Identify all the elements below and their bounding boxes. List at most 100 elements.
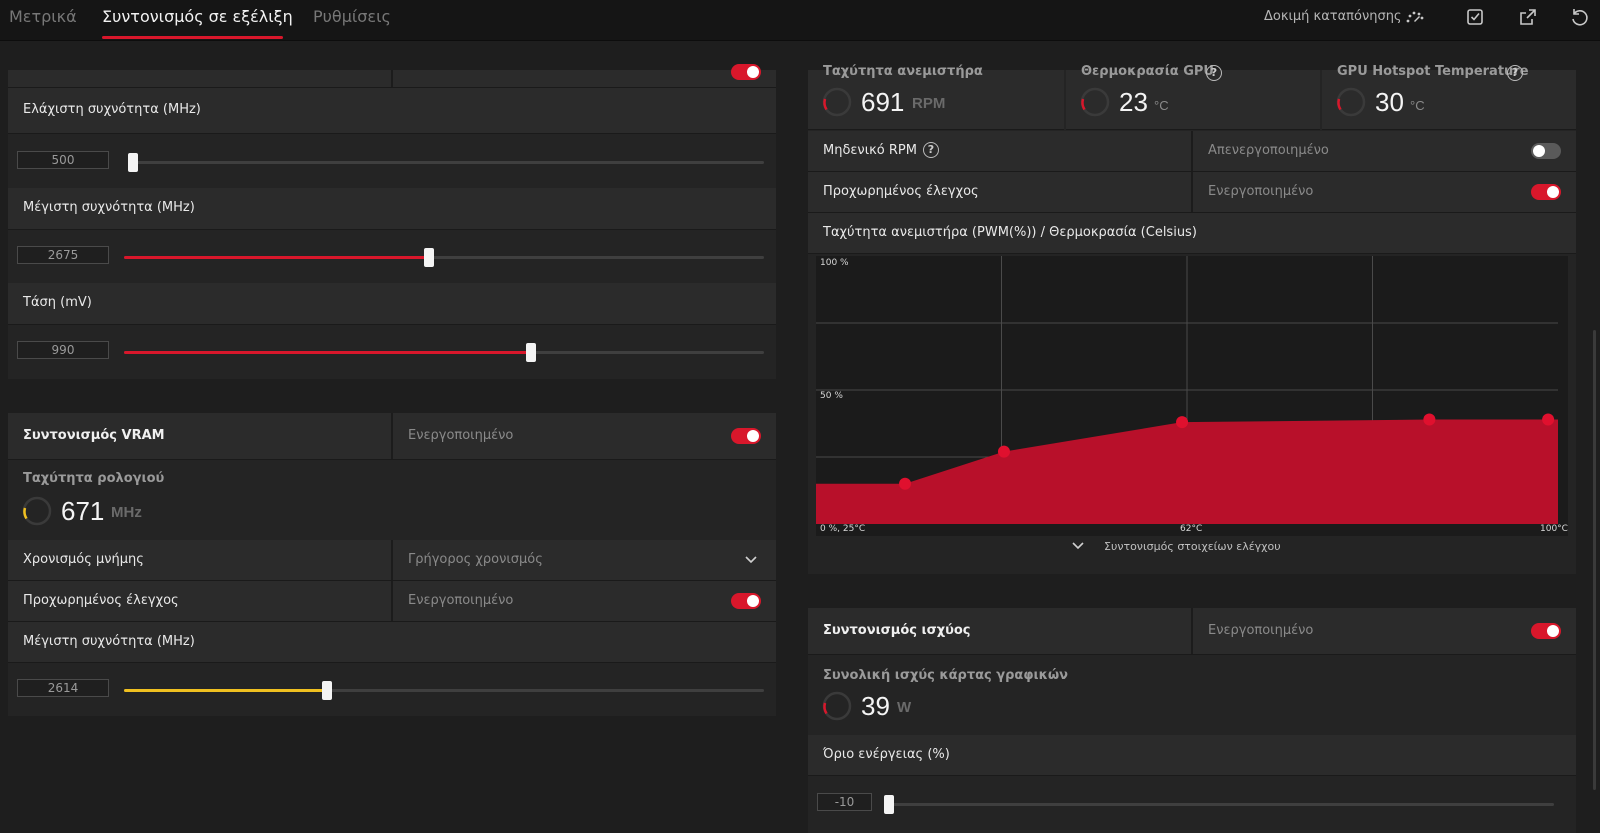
fan-curve-point[interactable] xyxy=(997,445,1010,458)
vram-max-freq-fill xyxy=(124,689,326,692)
fan-speed-card: Ταχύτητα ανεμιστήρα 691 RPM xyxy=(808,64,1064,130)
power-limit-input[interactable]: -10 xyxy=(817,793,872,811)
scrollbar[interactable] xyxy=(1593,330,1596,790)
max-freq-thumb[interactable] xyxy=(424,248,434,267)
fan-curve-chart[interactable]: 100 % 50 % 0 %, 25°C 62°C 100°C xyxy=(816,256,1568,536)
vram-toggle[interactable] xyxy=(731,428,761,444)
row-divider xyxy=(391,540,393,580)
chevron-down-icon[interactable] xyxy=(1070,538,1086,554)
tab-metrics[interactable]: Μετρικά xyxy=(9,7,77,26)
help-icon[interactable]: ? xyxy=(1206,65,1222,81)
vram-clock-value: 671 xyxy=(61,496,105,526)
voltage-label: Τάση (mV) xyxy=(23,295,92,310)
power-state: Ενεργοποιημένο xyxy=(1208,623,1314,638)
apply-icon[interactable] xyxy=(1464,6,1486,28)
min-freq-thumb[interactable] xyxy=(128,153,138,172)
gpu-temp-unit: °C xyxy=(1154,98,1169,113)
vram-clock-label: Ταχύτητα ρολογιού xyxy=(23,471,165,486)
vram-max-freq-label: Μέγιστη συχνότητα (MHz) xyxy=(23,634,195,649)
vram-title: Συντονισμός VRAM xyxy=(23,428,165,443)
vram-max-freq-header: Μέγιστη συχνότητα (MHz) xyxy=(8,622,776,663)
y-tick-label: 100 % xyxy=(820,258,849,268)
row-divider xyxy=(391,581,393,621)
zero-rpm-label: Μηδενικό RPM xyxy=(823,143,917,158)
max-freq-header: Μέγιστη συχνότητα (MHz) xyxy=(8,188,776,230)
export-icon[interactable] xyxy=(1517,6,1539,28)
vram-max-freq-slider[interactable] xyxy=(124,681,764,700)
stress-test-label[interactable]: Δοκιμή καταπόνησης xyxy=(1264,9,1402,24)
vram-advanced-toggle[interactable] xyxy=(731,593,761,609)
fan-speed-unit: RPM xyxy=(912,95,946,112)
fan-curve-point[interactable] xyxy=(899,477,912,490)
help-icon[interactable]: ? xyxy=(1507,65,1523,81)
gpu-tuning-panel: Ελάχιστη συχνότητα (MHz) 500 Μέγιστη συχ… xyxy=(8,64,776,379)
fan-curve-area xyxy=(816,419,1558,524)
hotspot-temp-value: 30 xyxy=(1375,87,1404,117)
gpu-temp-card: Θερμοκρασία GPU ? 23 °C xyxy=(1066,64,1320,130)
row-divider xyxy=(1191,608,1193,654)
memory-timing-value[interactable]: Γρήγορος χρονισμός xyxy=(408,552,543,567)
total-power-gauge-icon xyxy=(821,690,853,722)
voltage-thumb[interactable] xyxy=(526,343,536,362)
vram-clock-gauge-icon xyxy=(21,495,53,527)
hotspot-gauge-icon xyxy=(1335,86,1367,118)
total-power-label: Συνολική ισχύς κάρτας γραφικών xyxy=(823,668,1068,683)
vram-advanced-state: Ενεργοποιημένο xyxy=(408,593,514,608)
fan-curve-svg[interactable] xyxy=(816,256,1568,536)
voltage-input[interactable]: 990 xyxy=(17,341,109,359)
fan-speed-gauge-icon xyxy=(821,86,853,118)
hotspot-temp-card: GPU Hotspot Temperature ? 30 °C xyxy=(1322,64,1576,130)
row-divider xyxy=(1191,172,1193,212)
fan-curve-point[interactable] xyxy=(1542,413,1555,426)
total-power-value: 39 xyxy=(861,691,890,721)
vram-header-row: Συντονισμός VRAM Ενεργοποιημένο xyxy=(8,413,776,460)
power-limit-slider[interactable] xyxy=(884,795,1554,814)
tab-tuning[interactable]: Συντονισμός σε εξέλιξη xyxy=(102,7,293,26)
fan-curve-point[interactable] xyxy=(1176,416,1189,429)
memory-timing-label: Χρονισμός μνήμης xyxy=(23,552,144,567)
hotspot-temp-label: GPU Hotspot Temperature xyxy=(1337,64,1529,79)
power-limit-thumb[interactable] xyxy=(884,795,894,814)
gpu-temp-label: Θερμοκρασία GPU xyxy=(1081,64,1214,79)
fan-curve-title: Ταχύτητα ανεμιστήρα (PWM(%)) / Θερμοκρασ… xyxy=(823,225,1197,240)
help-icon[interactable]: ? xyxy=(923,142,939,158)
vram-max-freq-thumb[interactable] xyxy=(322,681,332,700)
max-freq-slider[interactable] xyxy=(124,248,764,267)
fan-curve-header: Ταχύτητα ανεμιστήρα (PWM(%)) / Θερμοκρασ… xyxy=(808,213,1576,254)
vram-clock-unit: MHz xyxy=(111,504,142,521)
chevron-down-icon[interactable] xyxy=(743,552,759,568)
power-panel: Συντονισμός ισχύος Ενεργοποιημένο Συνολι… xyxy=(808,608,1576,833)
vram-advanced-row: Προχωρημένος έλεγχος Ενεργοποιημένο xyxy=(8,581,776,622)
voltage-slider[interactable] xyxy=(124,343,764,362)
power-toggle[interactable] xyxy=(1531,623,1561,639)
row-divider xyxy=(391,70,393,87)
tuning-controls-expand[interactable]: Συντονισμός στοιχείων ελέγχου xyxy=(1104,540,1281,553)
max-freq-fill xyxy=(124,256,428,259)
memory-timing-row[interactable]: Χρονισμός μνήμης Γρήγορος χρονισμός xyxy=(8,540,776,581)
power-limit-label: Όριο ενέργειας (%) xyxy=(823,747,950,762)
hotspot-temp-unit: °C xyxy=(1410,98,1425,113)
cut-off-toggle[interactable] xyxy=(731,64,761,80)
power-title: Συντονισμός ισχύος xyxy=(823,623,971,638)
reset-icon[interactable] xyxy=(1568,6,1590,28)
tab-settings[interactable]: Ρυθμίσεις xyxy=(313,7,391,26)
fan-speed-value: 691 xyxy=(861,87,905,117)
gpu-temp-gauge-icon xyxy=(1079,86,1111,118)
x-tick-label: 0 %, 25°C xyxy=(820,524,866,534)
power-header-row: Συντονισμός ισχύος Ενεργοποιημένο xyxy=(808,608,1576,655)
fan-advanced-toggle[interactable] xyxy=(1531,184,1561,200)
stress-test-icon[interactable] xyxy=(1404,6,1426,28)
vram-advanced-label: Προχωρημένος έλεγχος xyxy=(23,593,179,608)
vram-max-freq-input[interactable]: 2614 xyxy=(17,679,109,697)
max-freq-label: Μέγιστη συχνότητα (MHz) xyxy=(23,200,195,215)
zero-rpm-toggle[interactable] xyxy=(1531,143,1561,159)
fan-advanced-row: Προχωρημένος έλεγχος Ενεργοποιημένο xyxy=(808,172,1576,213)
min-freq-header: Ελάχιστη συχνότητα (MHz) xyxy=(8,88,776,134)
fan-speed-label: Ταχύτητα ανεμιστήρα xyxy=(823,64,983,79)
y-tick-label: 50 % xyxy=(820,391,843,401)
min-freq-input[interactable]: 500 xyxy=(17,151,109,169)
power-limit-header: Όριο ενέργειας (%) xyxy=(808,735,1576,776)
fan-curve-point[interactable] xyxy=(1423,413,1436,426)
min-freq-slider[interactable] xyxy=(128,153,764,172)
max-freq-input[interactable]: 2675 xyxy=(17,246,109,264)
